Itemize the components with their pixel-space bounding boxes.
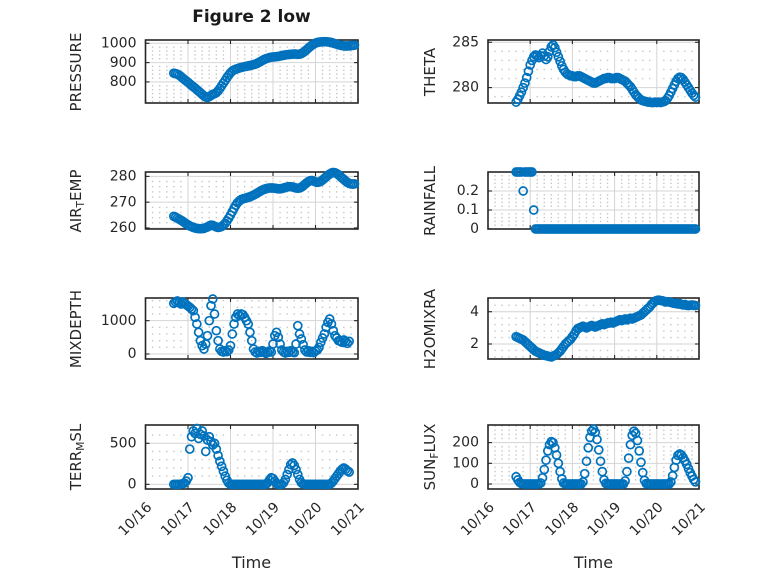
subplot-h2omixra (488, 298, 699, 359)
subplot-mixdepth (146, 298, 359, 359)
ylabel-sunflux: SUNFLUX (421, 423, 441, 491)
subplot-terrmsl (146, 425, 359, 489)
xlabel-time-left: Time (231, 553, 272, 572)
subplot-rainfall (488, 172, 699, 229)
ylabel-terrmsl: TERRMSL (67, 423, 87, 491)
subplot-sunflux (488, 425, 699, 489)
figure-title: Figure 2 low (192, 7, 311, 27)
subplot-pressure (146, 40, 359, 103)
subplot-theta (488, 40, 699, 103)
subplot-airtemp (146, 172, 359, 229)
xlabel-time-right: Time (573, 553, 614, 572)
